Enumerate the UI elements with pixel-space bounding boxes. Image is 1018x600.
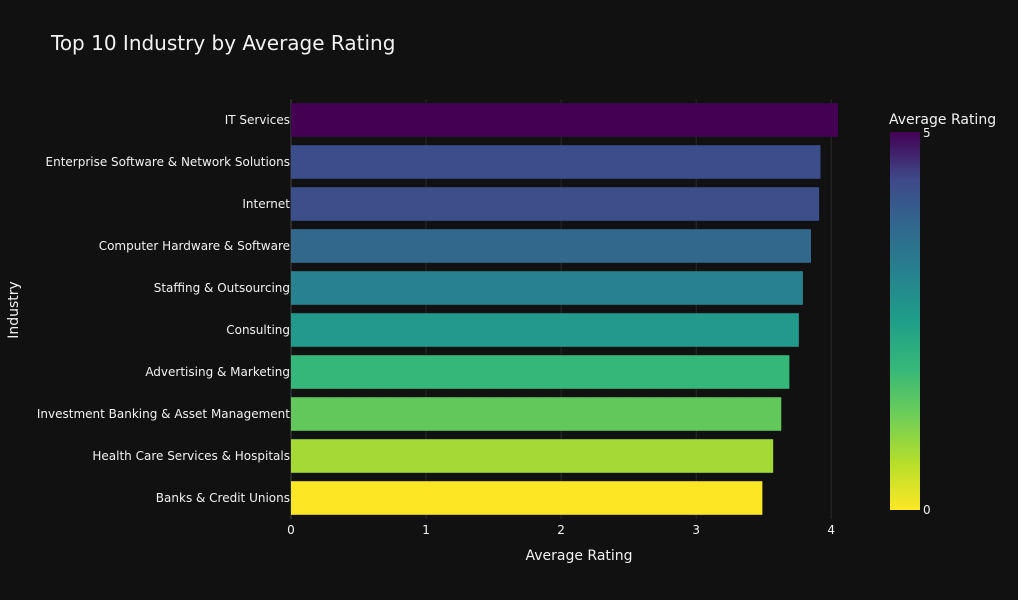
y-axis-title: Industry xyxy=(6,281,22,339)
bars xyxy=(291,103,838,515)
y-tick-label: Investment Banking & Asset Management xyxy=(37,407,290,421)
bar[interactable] xyxy=(291,187,820,221)
colorbar-gradient xyxy=(890,132,920,510)
y-tick-label: Enterprise Software & Network Solutions xyxy=(46,155,290,169)
x-tick-label: 4 xyxy=(827,523,835,537)
bar[interactable] xyxy=(291,439,774,473)
y-tick-label: Staffing & Outsourcing xyxy=(154,281,290,295)
bar[interactable] xyxy=(291,145,821,179)
x-tick-label: 0 xyxy=(287,523,295,537)
y-tick-label: Advertising & Marketing xyxy=(145,365,290,379)
x-tick-label: 3 xyxy=(692,523,700,537)
colorbar: Average Rating 5 0 xyxy=(889,112,996,517)
y-tick-label: Computer Hardware & Software xyxy=(99,239,290,253)
bar[interactable] xyxy=(291,271,803,305)
y-tick-label: Banks & Credit Unions xyxy=(156,491,290,505)
bar[interactable] xyxy=(291,313,799,347)
colorbar-tick-max: 5 xyxy=(923,126,931,140)
bar[interactable] xyxy=(291,229,811,263)
chart-title: Top 10 Industry by Average Rating xyxy=(50,31,395,55)
y-tick-label: IT Services xyxy=(225,113,290,127)
x-tick-labels: 0 1 2 3 4 xyxy=(287,523,835,537)
y-tick-label: Internet xyxy=(242,197,290,211)
y-tick-label: Consulting xyxy=(226,323,290,337)
y-tick-label: Health Care Services & Hospitals xyxy=(92,449,290,463)
x-axis-title: Average Rating xyxy=(525,548,632,564)
x-tick-label: 2 xyxy=(557,523,565,537)
bar[interactable] xyxy=(291,355,790,389)
bar[interactable] xyxy=(291,481,763,515)
y-tick-labels: IT Services Enterprise Software & Network… xyxy=(37,113,290,505)
x-tick-label: 1 xyxy=(422,523,430,537)
bar[interactable] xyxy=(291,397,782,431)
colorbar-title: Average Rating xyxy=(889,112,996,128)
colorbar-tick-min: 0 xyxy=(923,503,931,517)
bar[interactable] xyxy=(291,103,838,137)
